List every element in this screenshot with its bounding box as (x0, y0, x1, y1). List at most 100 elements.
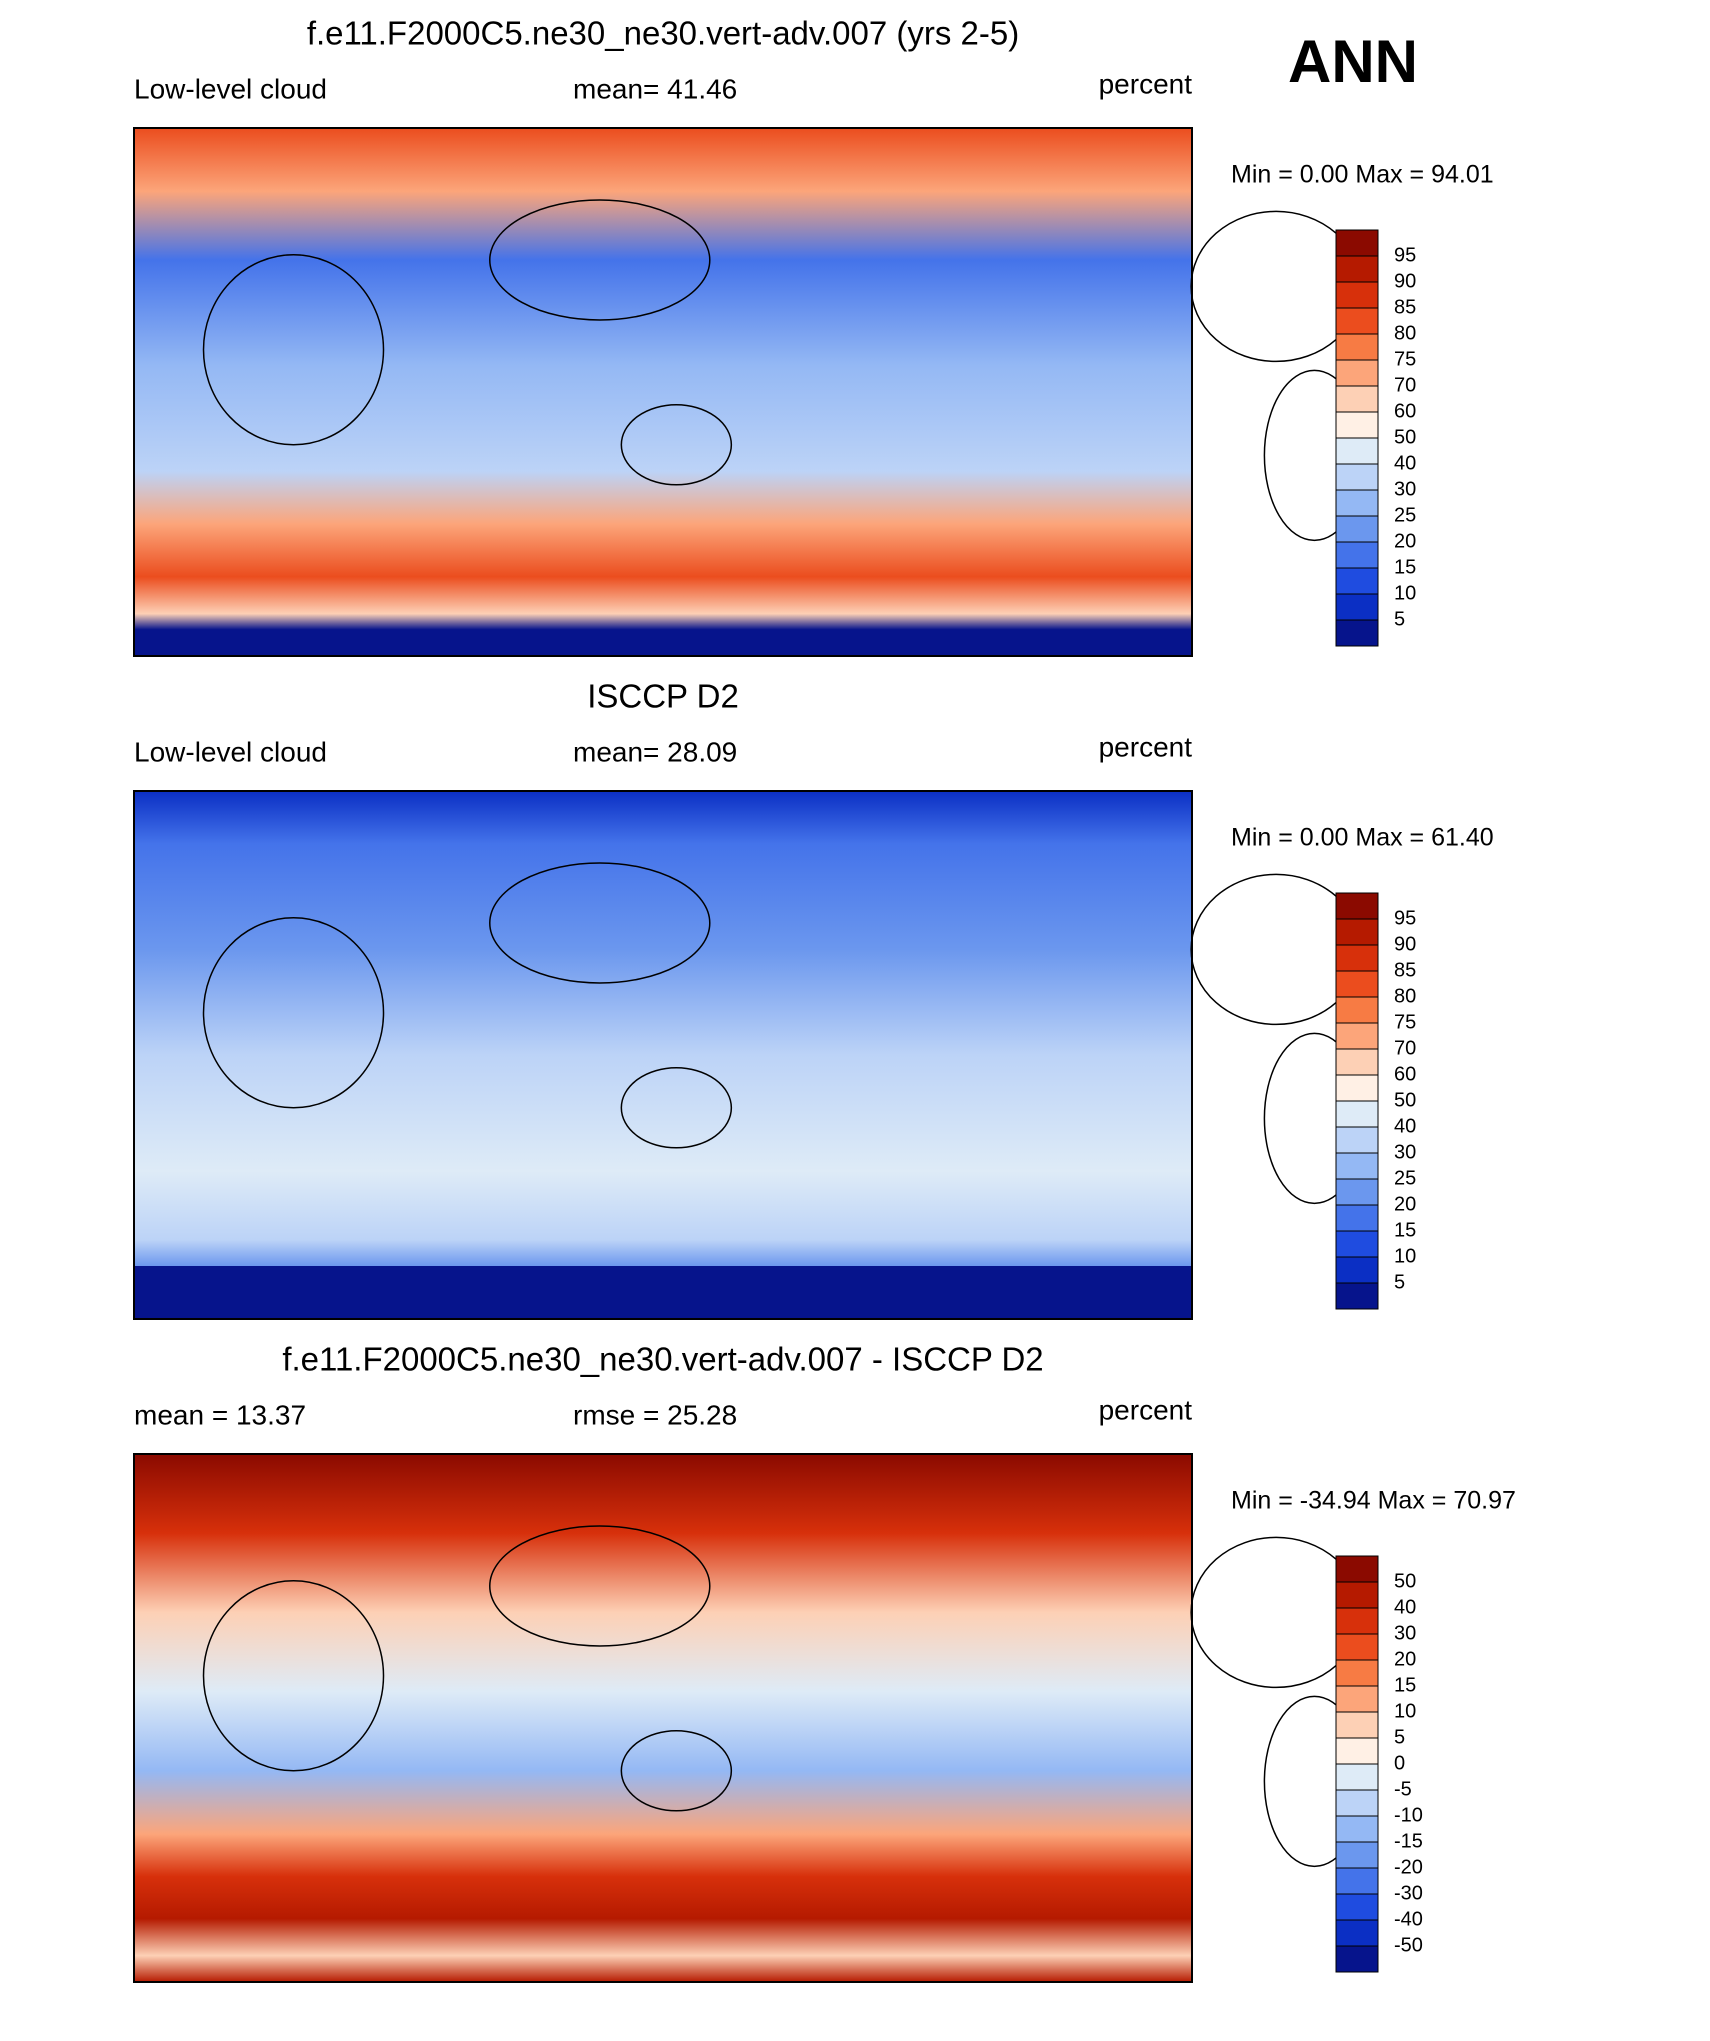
min-max-label: Min = 0.00 Max = 94.01 (1231, 161, 1494, 189)
colorbar-label: 30 (1394, 1141, 1416, 1163)
panel-center-label: mean= 41.46 (573, 73, 737, 104)
colorbar-box (1335, 359, 1379, 387)
colorbar-label: 70 (1394, 374, 1416, 396)
colorbar-box (1335, 463, 1379, 491)
colorbar-label: 20 (1394, 1648, 1416, 1670)
colorbar-box (1335, 1100, 1379, 1128)
colorbar-label: 80 (1394, 322, 1416, 344)
season-label: ANN (1288, 28, 1418, 95)
colorbar-label: 60 (1394, 400, 1416, 422)
map-frame (133, 790, 1193, 1320)
continent-outline (489, 199, 711, 321)
colorbar-label: 85 (1394, 959, 1416, 981)
panel-title: ISCCP D2 (587, 678, 739, 715)
colorbar-label: 10 (1394, 582, 1416, 604)
colorbar-label: 70 (1394, 1037, 1416, 1059)
colorbar-box (1335, 1581, 1379, 1609)
colorbar-box (1335, 1204, 1379, 1232)
colorbar-label: 15 (1394, 1219, 1416, 1241)
continent-outline (489, 1525, 711, 1647)
panel-left-label: mean = 13.37 (134, 1399, 306, 1430)
panel-units: percent (1099, 1394, 1193, 1425)
colorbar-label: 0 (1394, 1752, 1405, 1774)
colorbar-label: 40 (1394, 1596, 1416, 1618)
colorbar-box (1335, 1945, 1379, 1973)
colorbar-label: 75 (1394, 348, 1416, 370)
colorbar-label: 30 (1394, 1622, 1416, 1644)
colorbar-label: 85 (1394, 296, 1416, 318)
map-field (134, 1454, 1192, 1982)
colorbar-label: 10 (1394, 1700, 1416, 1722)
colorbar-label: 20 (1394, 530, 1416, 552)
colorbar-label: -50 (1394, 1934, 1423, 1956)
colorbar-box (1335, 1659, 1379, 1687)
colorbar-label: 95 (1394, 907, 1416, 929)
colorbar-label: 25 (1394, 1167, 1416, 1189)
continent-outline (202, 254, 385, 446)
colorbar-box (1335, 1152, 1379, 1180)
colorbar-box (1335, 307, 1379, 335)
colorbar-box (1335, 255, 1379, 283)
colorbar-label: 60 (1394, 1063, 1416, 1085)
colorbar-label: 5 (1394, 1271, 1405, 1293)
panel-units: percent (1099, 731, 1193, 762)
colorbar-box (1335, 281, 1379, 309)
colorbar-box (1335, 944, 1379, 972)
colorbar-label: 95 (1394, 244, 1416, 266)
continent-outline (620, 1067, 733, 1149)
colorbar-label: 80 (1394, 985, 1416, 1007)
continent-outline (202, 917, 385, 1109)
colorbar-box (1335, 1867, 1379, 1895)
colorbar-box (1335, 541, 1379, 569)
colorbar-label: 15 (1394, 556, 1416, 578)
colorbar-box (1335, 1893, 1379, 1921)
colorbar-label: 10 (1394, 1245, 1416, 1267)
colorbar-label: -15 (1394, 1830, 1423, 1852)
colorbar-box (1335, 619, 1379, 647)
colorbar-label: 75 (1394, 1011, 1416, 1033)
panel-left-label: Low-level cloud (134, 73, 327, 104)
colorbar-box (1335, 1126, 1379, 1154)
map-field (134, 128, 1192, 656)
colorbar-box (1335, 411, 1379, 439)
colorbar-label: 90 (1394, 270, 1416, 292)
colorbar-box (1335, 1711, 1379, 1739)
colorbar-box (1335, 385, 1379, 413)
colorbar-box (1335, 918, 1379, 946)
colorbar-label: -10 (1394, 1804, 1423, 1826)
colorbar-box (1335, 892, 1379, 920)
map-field (134, 791, 1192, 1319)
colorbar-label: -40 (1394, 1908, 1423, 1930)
colorbar-box (1335, 1633, 1379, 1661)
colorbar-box (1335, 515, 1379, 543)
colorbar-label: 40 (1394, 452, 1416, 474)
colorbar-box (1335, 489, 1379, 517)
colorbar-box (1335, 1841, 1379, 1869)
map-frame (133, 127, 1193, 657)
colorbar-box (1335, 1074, 1379, 1102)
colorbar-label: 15 (1394, 1674, 1416, 1696)
colorbar-label: 30 (1394, 478, 1416, 500)
colorbar-box (1335, 1815, 1379, 1843)
colorbar-box (1335, 970, 1379, 998)
panel-title: f.e11.F2000C5.ne30_ne30.vert-adv.007 - I… (282, 1341, 1043, 1378)
colorbar-box (1335, 437, 1379, 465)
min-max-label: Min = 0.00 Max = 61.40 (1231, 824, 1494, 852)
colorbar-box (1335, 1282, 1379, 1310)
colorbar-box (1335, 1607, 1379, 1635)
colorbar-label: -20 (1394, 1856, 1423, 1878)
map-frame (133, 1453, 1193, 1983)
colorbar-label: -30 (1394, 1882, 1423, 1904)
panel-left-label: Low-level cloud (134, 736, 327, 767)
colorbar-box (1335, 567, 1379, 595)
colorbar-box (1335, 229, 1379, 257)
continent-outline (620, 1730, 733, 1812)
colorbar-box (1335, 1737, 1379, 1765)
colorbar-box (1335, 1230, 1379, 1258)
continent-outline (202, 1580, 385, 1772)
colorbar-box (1335, 1022, 1379, 1050)
colorbar-box (1335, 1919, 1379, 1947)
panel-center-label: rmse = 25.28 (573, 1399, 737, 1430)
panel-center-label: mean= 28.09 (573, 736, 737, 767)
